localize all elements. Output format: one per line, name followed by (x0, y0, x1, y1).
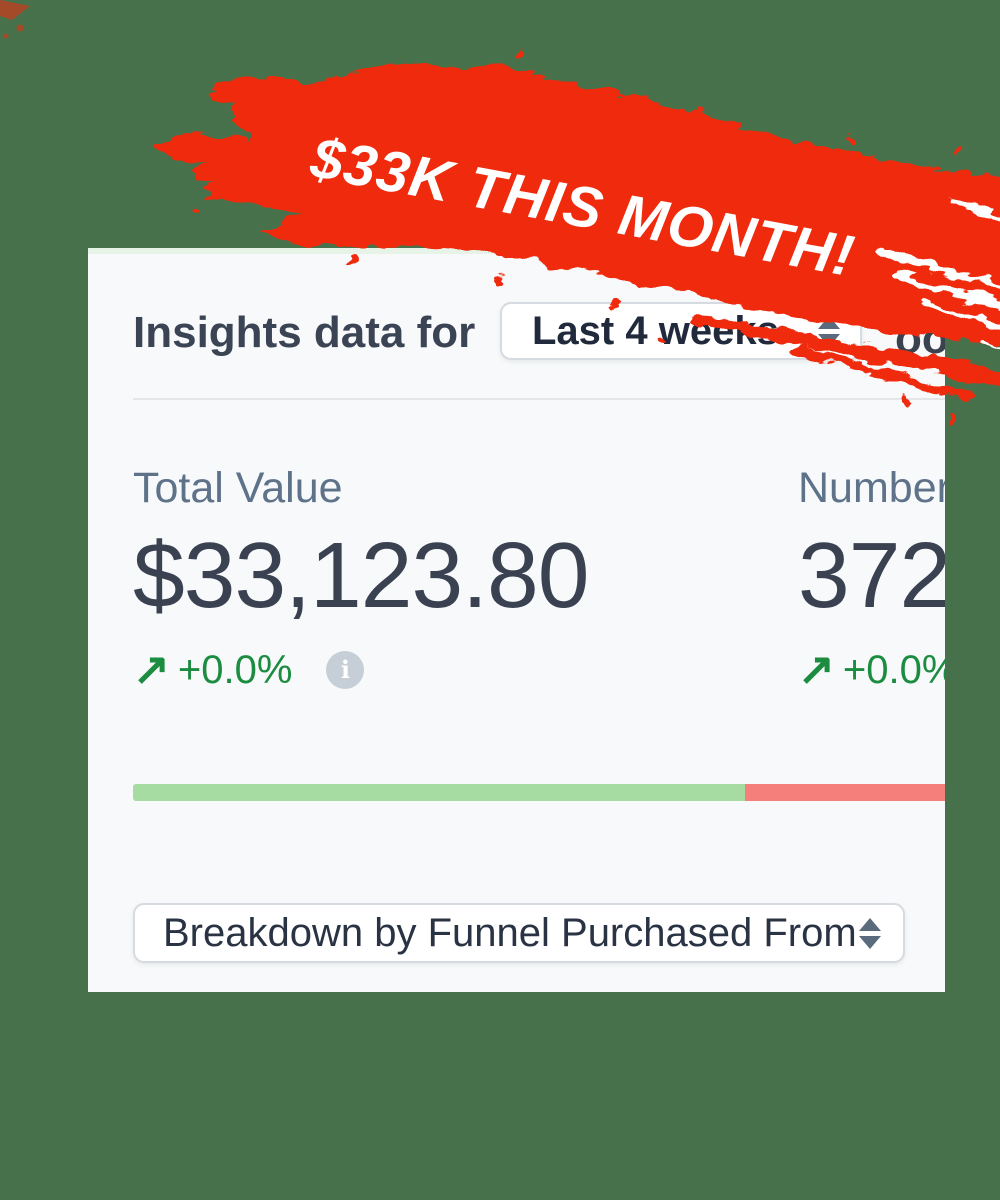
metric-total-value: Total Value $33,123.80 ↗ +0.0% i (133, 464, 693, 692)
trend-up-icon: ↗ (133, 645, 170, 694)
breakdown-dropdown-value: Breakdown by Funnel Purchased From (163, 910, 857, 955)
ratio-bar (133, 784, 945, 801)
insights-card: Insights data for Last 4 weeks oo Total … (88, 248, 945, 992)
breakdown-dropdown[interactable]: Breakdown by Funnel Purchased From (133, 903, 905, 963)
card-top-strip (88, 248, 945, 254)
obscured-text-fragment: oo (895, 314, 945, 363)
ratio-bar-red-segment (745, 784, 945, 801)
period-dropdown-value: Last 4 weeks (532, 308, 779, 353)
metric-label: Number (798, 464, 945, 512)
delta-value: +0.0% (177, 648, 293, 692)
insights-title: Insights data for (133, 308, 476, 357)
header-divider (133, 398, 945, 400)
corner-splatter (0, 0, 30, 39)
metric-number: Number 372 ↗ +0.0% (798, 464, 945, 692)
ratio-bar-green-segment (133, 784, 746, 801)
info-icon[interactable]: i (326, 651, 365, 689)
metric-delta-row: ↗ +0.0% (798, 648, 945, 692)
metric-delta-row: ↗ +0.0% i (133, 648, 693, 692)
metric-value: $33,123.80 (133, 523, 589, 627)
metric-label: Total Value (133, 464, 343, 512)
period-dropdown[interactable]: Last 4 weeks (500, 302, 862, 360)
chevron-updown-icon (818, 315, 840, 347)
chevron-updown-icon (859, 917, 881, 949)
metric-value: 372 (798, 523, 945, 627)
trend-up-icon: ↗ (798, 645, 835, 694)
delta-value: +0.0% (842, 648, 945, 692)
